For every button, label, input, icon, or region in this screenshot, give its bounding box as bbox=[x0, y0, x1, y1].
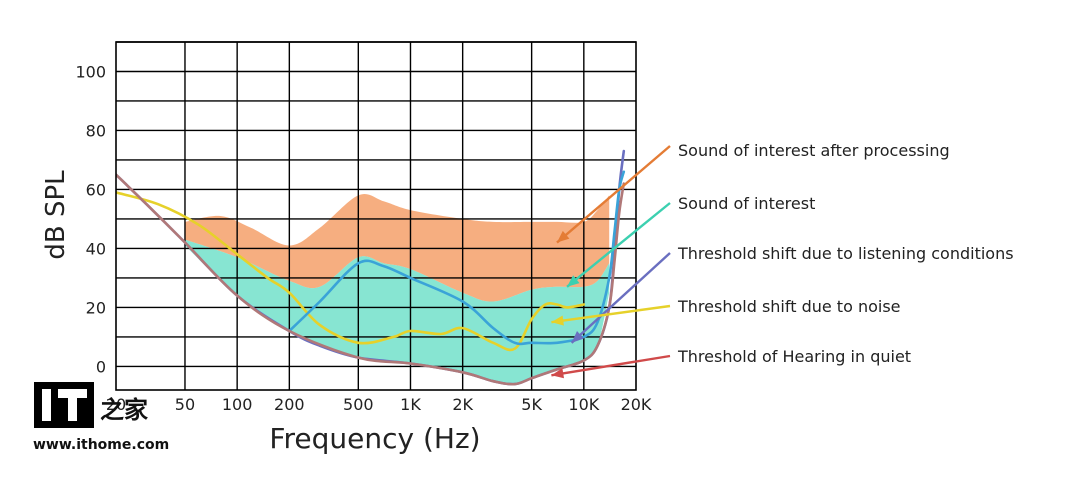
plot-frame bbox=[115, 41, 637, 391]
annotation-arrow bbox=[570, 252, 671, 344]
x-tick-label: 1K bbox=[400, 395, 421, 414]
x-tick-label: 2K bbox=[452, 395, 473, 414]
y-tick-label: 80 bbox=[86, 121, 106, 140]
annotation-arrowhead bbox=[571, 331, 584, 343]
annotation-label: Threshold shift due to listening conditi… bbox=[677, 244, 1014, 263]
x-tick-label: 10K bbox=[568, 395, 599, 414]
annotations: Sound of interest after processing Sound … bbox=[551, 141, 1014, 379]
annotation-arrowhead bbox=[567, 275, 580, 287]
chart-lines bbox=[116, 149, 626, 386]
y-tick-label: 60 bbox=[86, 180, 106, 199]
svg-text:家: 家 bbox=[124, 396, 148, 424]
x-axis-title: Frequency (Hz) bbox=[269, 422, 480, 455]
annotation-label: Sound of interest bbox=[678, 194, 815, 213]
annotation-label: Threshold of Hearing in quiet bbox=[677, 347, 911, 366]
x-tick-label: 20K bbox=[621, 395, 652, 414]
series-line-sound-of-interest bbox=[288, 170, 626, 346]
annotation-label: Threshold shift due to noise bbox=[677, 297, 901, 316]
x-tick-label: 50 bbox=[175, 395, 195, 414]
annotation-arrow bbox=[566, 202, 671, 288]
y-tick-label: 40 bbox=[86, 239, 106, 258]
annotation-arrow bbox=[551, 304, 671, 324]
y-tick-label: 20 bbox=[86, 298, 106, 317]
x-tick-labels: 20 50 100 200 500 1K 2K 5K 10K 20K bbox=[106, 395, 652, 414]
x-tick-label: 100 bbox=[222, 395, 253, 414]
series-line-threshold-shift-due-to-noise bbox=[116, 191, 586, 352]
y-tick-label: 100 bbox=[75, 62, 106, 81]
y-tick-label: 0 bbox=[96, 357, 106, 376]
annotation-arrowhead bbox=[551, 368, 564, 379]
annotation-arrow bbox=[556, 145, 671, 244]
x-tick-label: 500 bbox=[343, 395, 374, 414]
annotation-arrowhead bbox=[551, 315, 564, 326]
y-axis-title: dB SPL bbox=[41, 170, 71, 260]
chart-bands bbox=[185, 194, 610, 385]
x-tick-label: 20 bbox=[106, 395, 126, 414]
plot-border bbox=[115, 41, 637, 391]
annotation-arrowhead bbox=[556, 230, 570, 243]
watermark-url: www.ithome.com bbox=[33, 437, 169, 453]
x-tick-label: 200 bbox=[274, 395, 305, 414]
annotation-arrow bbox=[551, 354, 671, 377]
series-line-threshold-of-hearing-in-quiet bbox=[116, 173, 626, 386]
y-tick-labels: 0 20 40 60 80 100 bbox=[75, 62, 106, 376]
svg-text:之: 之 bbox=[100, 396, 124, 424]
ithome-logo: 之 家 bbox=[34, 382, 148, 428]
annotation-label: Sound of interest after processing bbox=[678, 141, 950, 160]
x-tick-label: 5K bbox=[521, 395, 542, 414]
